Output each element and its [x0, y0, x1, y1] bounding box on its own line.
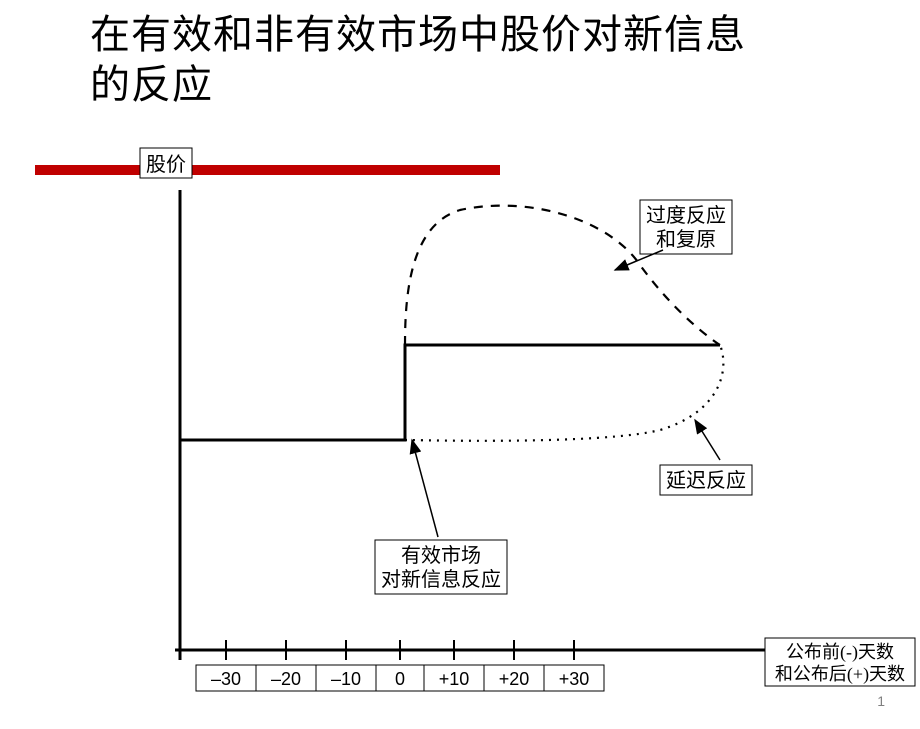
- x-ticklabel: +20: [499, 669, 530, 689]
- x-ticklabel: –30: [211, 669, 241, 689]
- overreaction-label-arrow: [615, 250, 663, 270]
- overreaction-label-text: 和复原: [656, 228, 716, 251]
- red-bar: [35, 165, 500, 175]
- efficient-label-arrow: [412, 440, 438, 537]
- x-ticklabel: –10: [331, 669, 361, 689]
- y-axis-label: 股价: [146, 154, 186, 176]
- x-ticklabel: +30: [559, 669, 590, 689]
- x-ticklabel: 0: [395, 669, 405, 689]
- efficient-label-text: 有效市场: [401, 544, 481, 567]
- efficient-line: [180, 345, 720, 440]
- chart-svg: 股价 –30 –20 –10 0 +10 +20 +30 公布前(-)天数和公布后(+)天数 过度…: [0, 0, 920, 729]
- x-ticklabel: +10: [439, 669, 470, 689]
- delayed-label-arrow: [695, 420, 720, 460]
- x-ticklabel: –20: [271, 669, 301, 689]
- x-axis-label-1: 公布前(-)天数: [786, 642, 894, 663]
- delayed-line: [405, 345, 723, 441]
- efficient-label-text: 对新信息反应: [381, 568, 501, 591]
- page-number: 1: [877, 693, 885, 709]
- x-axis-label-2: 和公布后(+)天数: [775, 664, 905, 685]
- overreaction-label-text: 过度反应: [646, 204, 726, 227]
- delayed-label-text: 延迟反应: [666, 469, 746, 492]
